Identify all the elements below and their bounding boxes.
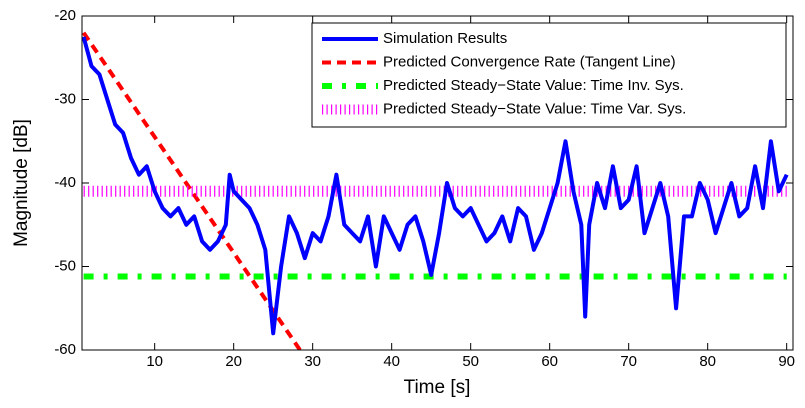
legend-label: Predicted Convergence Rate (Tangent Line… [383,53,676,70]
x-tick-label: 70 [620,353,637,370]
x-tick-label: 90 [778,353,795,370]
series-line [82,31,302,350]
x-tick-label: 50 [462,353,479,370]
x-tick-label: 80 [699,353,716,370]
legend-label: Predicted Steady−State Value: Time Inv. … [383,77,684,94]
y-tick-label: -40 [54,174,76,191]
x-axis-label: Time [s] [404,377,471,398]
legend-box [311,22,787,128]
y-tick-label: -50 [54,257,76,274]
legend-label: Simulation Results [383,30,507,47]
series-line [82,36,789,336]
x-tick-label: 60 [541,353,558,370]
legend-label: Predicted Steady−State Value: Time Var. … [383,100,686,117]
x-tick-label: 30 [304,353,321,370]
x-tick-label: 10 [146,353,163,370]
plot-area [82,31,789,350]
y-tick-label: -30 [54,90,76,107]
x-tick-label: 20 [225,353,242,370]
y-tick-label: -20 [54,7,76,24]
y-axis-label: Magnitude [dB] [11,119,32,247]
y-tick-label: -60 [54,341,76,358]
x-tick-label: 40 [383,353,400,370]
